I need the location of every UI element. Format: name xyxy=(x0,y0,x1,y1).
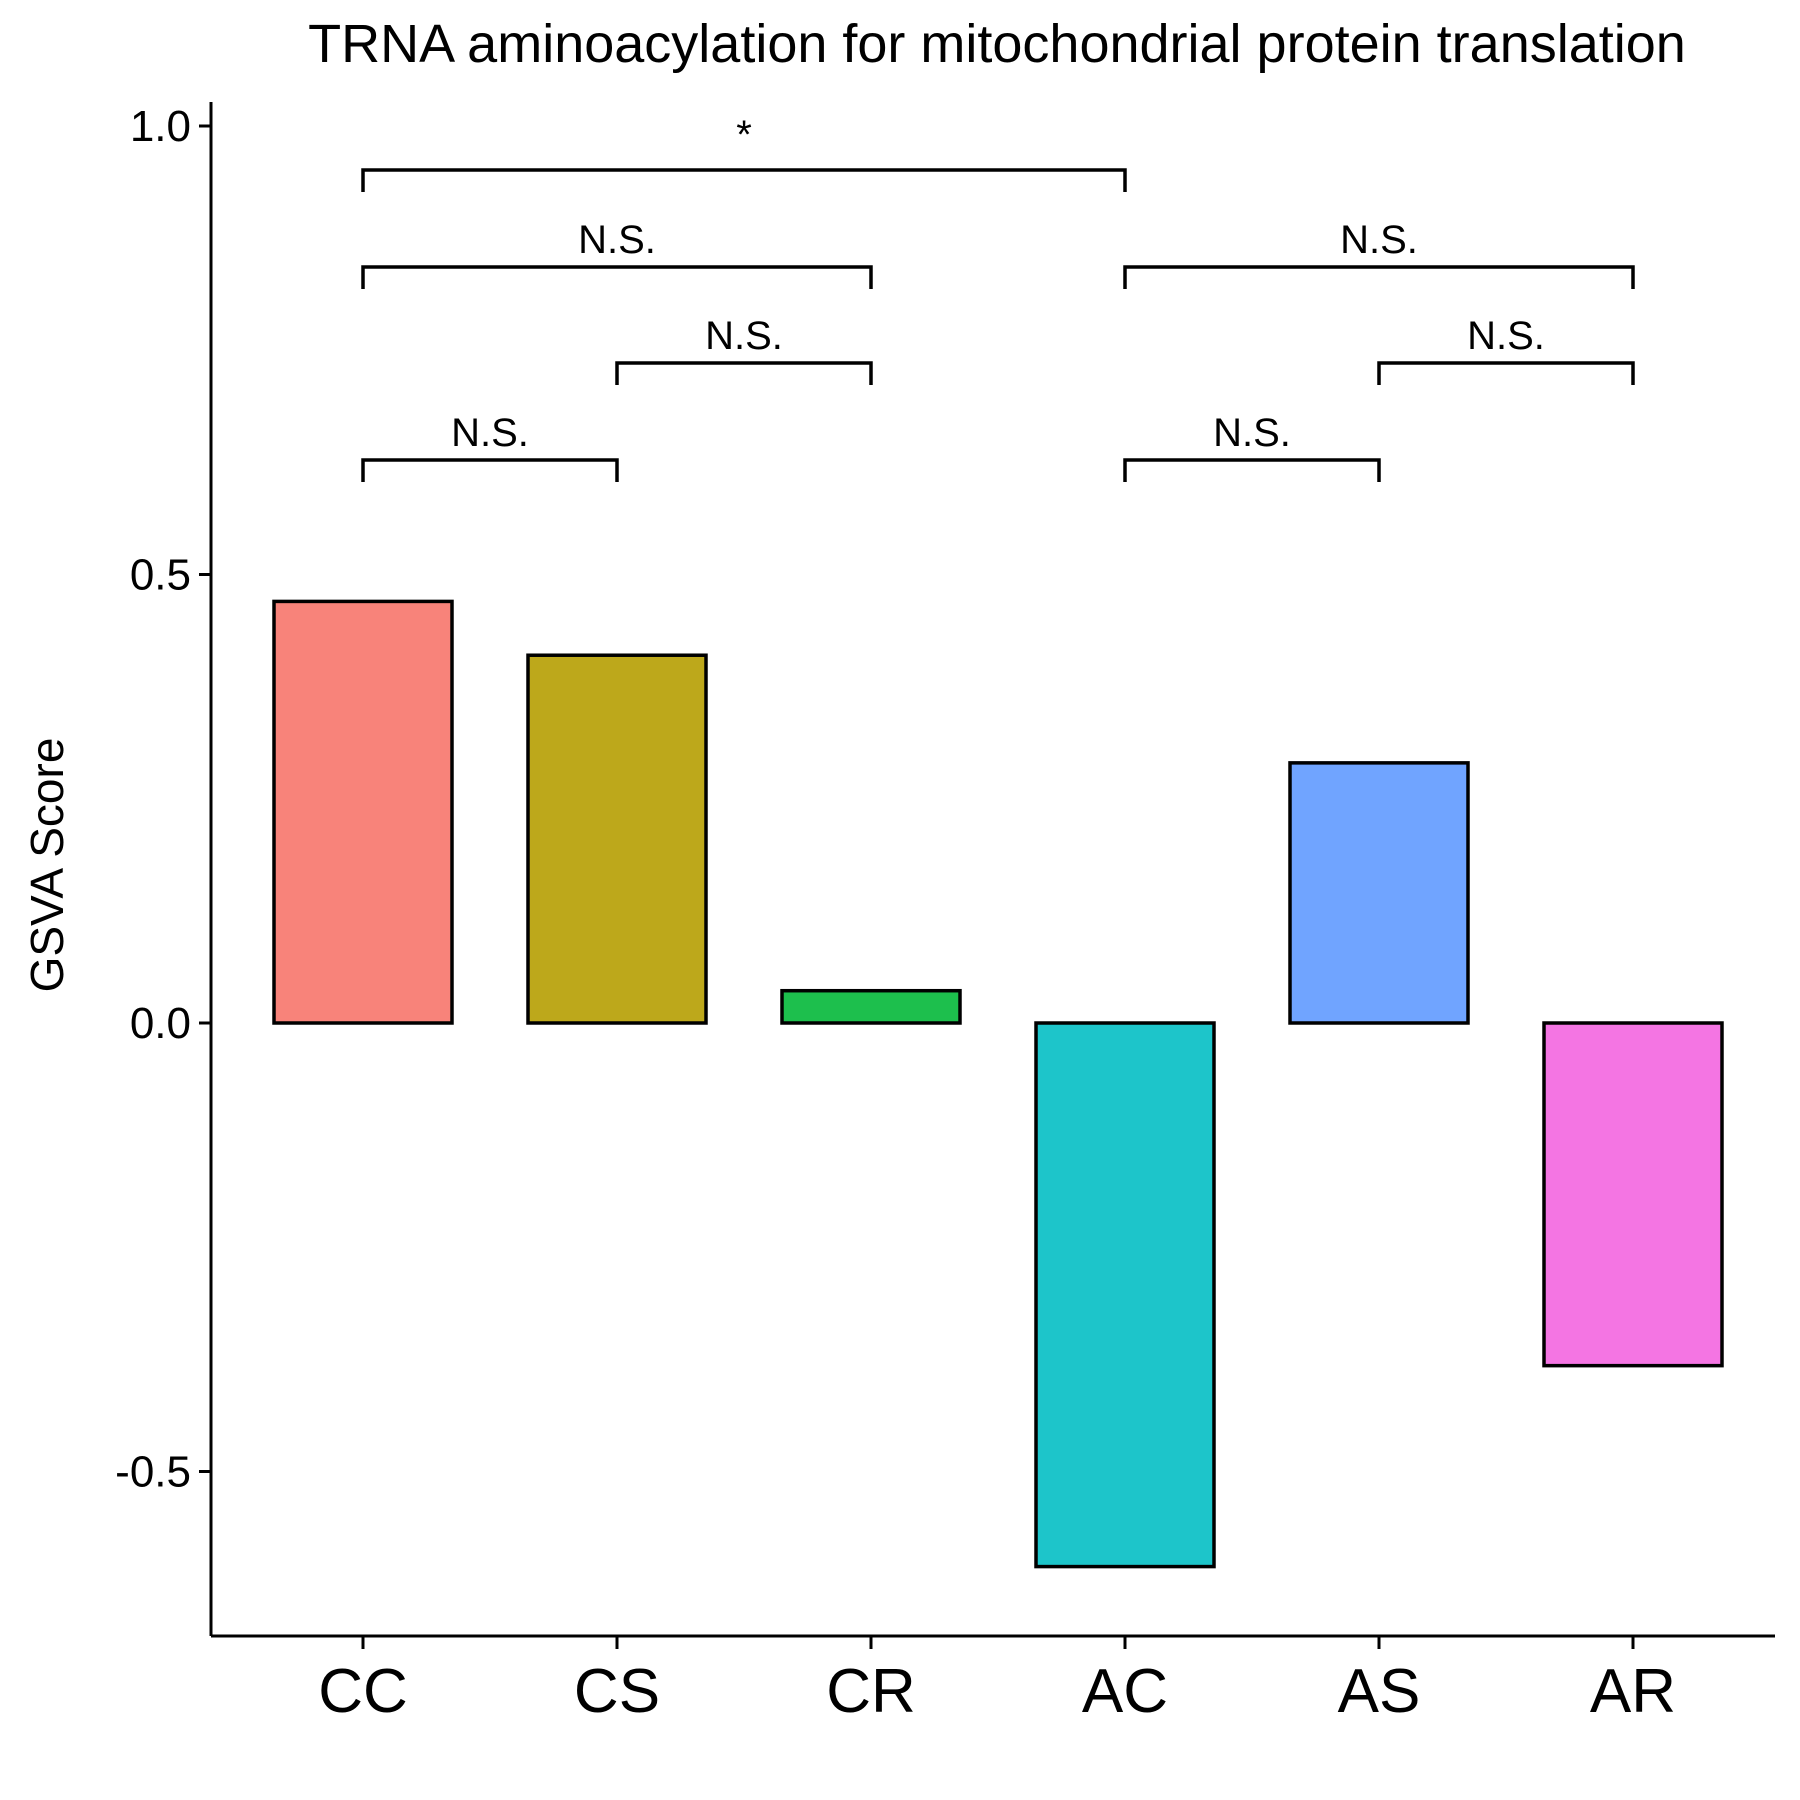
x-tick-label: AR xyxy=(1590,1657,1676,1726)
significance-label: * xyxy=(736,113,752,157)
y-tick-label: 0.5 xyxy=(130,551,191,600)
bracket-cc-cr xyxy=(361,265,873,289)
bracket-ac-as xyxy=(1123,458,1381,482)
significance-label: N.S. xyxy=(578,218,656,262)
significance-label: N.S. xyxy=(451,411,529,455)
bar-cr xyxy=(780,988,962,1025)
bracket-as-ar xyxy=(1377,361,1635,385)
x-tick-label: CS xyxy=(574,1657,660,1726)
significance-label: N.S. xyxy=(705,314,783,358)
axes: -0.5 0.0 0.5 1.0 CC CS CR AC AS AR xyxy=(115,102,1775,1726)
bar-cs xyxy=(526,653,708,1025)
bar-cc xyxy=(272,599,454,1025)
x-tick-label: CC xyxy=(318,1657,408,1726)
significance-label: N.S. xyxy=(1213,411,1291,455)
bars xyxy=(272,599,1724,1569)
y-tick-label: -0.5 xyxy=(115,1448,191,1497)
x-tick-label: AC xyxy=(1082,1657,1168,1726)
y-axis-label: GSVA Score xyxy=(21,738,73,993)
y-tick-label: 0.0 xyxy=(130,999,191,1048)
significance-label: N.S. xyxy=(1340,218,1418,262)
chart-title: TRNA aminoacylation for mitochondrial pr… xyxy=(308,14,1686,74)
bar-ar xyxy=(1542,1021,1724,1368)
bracket-cc-ac xyxy=(361,168,1127,192)
bracket-ac-ar xyxy=(1123,265,1635,289)
x-tick-label: AS xyxy=(1338,1657,1421,1726)
y-tick-label: 1.0 xyxy=(130,102,191,151)
bracket-cc-cs xyxy=(361,458,619,482)
bar-as xyxy=(1288,761,1470,1025)
bar-ac xyxy=(1034,1021,1216,1569)
x-tick-label: CR xyxy=(826,1657,916,1726)
bracket-cs-cr xyxy=(615,361,873,385)
significance-label: N.S. xyxy=(1467,314,1545,358)
significance-brackets: * N.S. N.S. N.S. N.S. N.S. N.S. xyxy=(361,113,1635,482)
